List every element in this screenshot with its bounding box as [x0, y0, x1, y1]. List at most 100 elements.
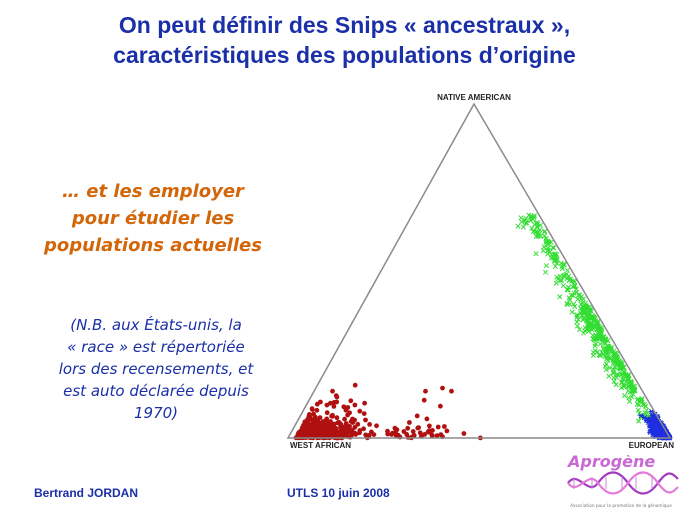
data-point — [575, 317, 581, 323]
data-point — [526, 212, 532, 218]
data-point — [614, 354, 620, 360]
data-point — [593, 318, 599, 324]
footer-event: UTLS 10 juin 2008 — [287, 486, 390, 500]
data-point — [604, 356, 610, 362]
data-point — [564, 287, 570, 293]
data-point — [543, 263, 550, 269]
data-point — [591, 336, 598, 342]
data-point — [574, 314, 580, 320]
data-point — [371, 432, 377, 437]
footer-author: Bertrand JORDAN — [34, 486, 139, 500]
data-point — [548, 239, 554, 245]
data-point — [533, 233, 539, 239]
data-point — [304, 418, 310, 423]
data-point — [574, 319, 580, 325]
data-point — [634, 401, 640, 407]
data-point — [611, 379, 617, 385]
data-point — [621, 376, 627, 382]
data-point — [566, 278, 572, 284]
triangle-frame — [286, 102, 672, 439]
data-point — [630, 391, 636, 398]
data-point — [654, 431, 661, 437]
slide-title: On peut définir des Snips « ancestraux »… — [0, 10, 689, 70]
data-point — [338, 422, 344, 427]
data-point — [595, 326, 601, 332]
note-line-1: (N.B. aux États-unis, la — [70, 316, 242, 334]
data-point — [635, 407, 641, 413]
data-point — [591, 317, 597, 323]
subtitle-line-1: … et les employer — [62, 181, 244, 202]
logo-text: Aprogène — [566, 455, 655, 471]
data-point — [651, 429, 657, 435]
data-point — [342, 416, 347, 422]
data-point — [429, 433, 435, 439]
note-line-5: 1970) — [133, 404, 179, 422]
data-point — [627, 379, 633, 385]
data-point — [567, 297, 573, 303]
data-point — [529, 225, 535, 231]
data-point — [537, 227, 543, 233]
data-point — [553, 280, 559, 286]
data-point — [361, 411, 367, 416]
data-point — [640, 401, 646, 408]
data-point — [588, 308, 594, 314]
data-point — [352, 382, 358, 388]
data-point — [580, 317, 586, 323]
data-point — [610, 366, 616, 373]
data-point — [558, 260, 564, 267]
data-point — [582, 328, 588, 334]
data-point — [300, 429, 306, 435]
data-point — [606, 373, 612, 379]
data-point — [421, 397, 427, 403]
data-point — [568, 292, 574, 298]
data-point — [545, 247, 551, 253]
data-point — [515, 223, 521, 229]
data-point — [564, 267, 570, 273]
data-point — [641, 401, 647, 408]
data-point — [405, 425, 411, 431]
title-line-2: caractéristiques des populations d’origi… — [113, 42, 576, 68]
data-point — [638, 413, 645, 419]
data-point — [324, 410, 330, 416]
data-point — [603, 341, 609, 347]
data-point — [427, 423, 432, 429]
note-line-4: est auto déclarée depuis — [63, 382, 249, 400]
subtitle-block: … et les employer pour étudier les popul… — [22, 178, 284, 259]
data-point — [619, 363, 625, 370]
note-line-3: lors des recensements, et — [58, 360, 254, 378]
data-point — [618, 385, 625, 391]
data-point — [422, 432, 427, 437]
data-point — [435, 424, 441, 430]
data-point — [442, 424, 447, 429]
data-point — [596, 323, 602, 330]
data-point — [623, 371, 629, 377]
data-point — [587, 311, 593, 317]
data-point — [518, 215, 524, 221]
data-point — [578, 293, 585, 300]
data-point — [629, 394, 635, 400]
data-point — [321, 425, 327, 430]
data-point — [438, 432, 444, 437]
data-point — [603, 367, 609, 373]
data-point — [416, 425, 421, 430]
data-point — [393, 429, 399, 435]
data-point — [309, 427, 315, 433]
data-point — [329, 413, 334, 419]
data-point — [543, 240, 549, 246]
data-point — [569, 309, 575, 315]
data-point — [610, 370, 616, 376]
logo-tagline: Association pour la promotion de la géno… — [570, 502, 672, 509]
data-point — [331, 400, 337, 405]
data-point — [363, 432, 369, 438]
vertex-label-top: NATIVE AMERICAN — [437, 93, 511, 102]
data-point — [606, 353, 612, 359]
data-point — [389, 432, 394, 437]
data-point — [314, 423, 320, 429]
data-point — [599, 336, 605, 342]
data-point — [461, 431, 467, 436]
data-point — [430, 428, 435, 433]
data-point — [533, 228, 539, 235]
data-point — [423, 388, 428, 394]
data-point — [401, 429, 407, 434]
data-point — [598, 325, 604, 331]
